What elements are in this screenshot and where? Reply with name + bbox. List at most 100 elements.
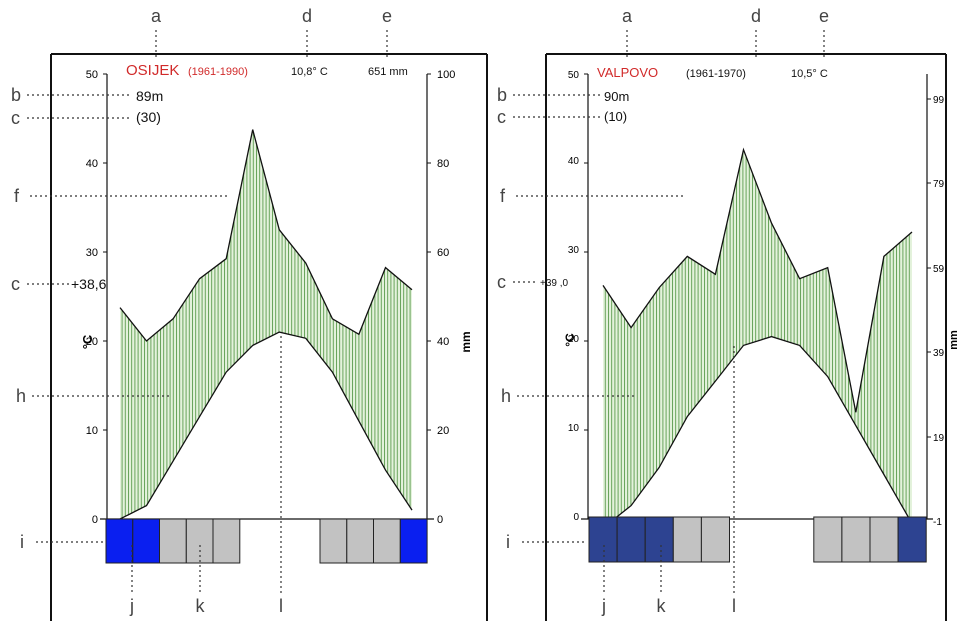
precip-tick-label: 39 xyxy=(933,348,945,359)
frost-bar-month-10 xyxy=(346,518,375,564)
callout-e: e xyxy=(819,6,829,26)
frost-bar-month-11 xyxy=(373,518,401,564)
callout-d: d xyxy=(751,6,761,26)
temperature-line xyxy=(119,331,413,520)
callout-c: c xyxy=(497,107,506,127)
callout-j: j xyxy=(129,596,134,616)
frost-bars xyxy=(588,516,927,563)
frost-bar-month-5 xyxy=(700,516,731,563)
precipitation-line xyxy=(602,147,913,413)
temp-tick-label: 20 xyxy=(86,336,98,348)
precip-tick-label: 59 xyxy=(933,264,945,275)
callout-k: k xyxy=(196,596,206,616)
station-period: (1961-1990) xyxy=(188,66,248,78)
callout-j: j xyxy=(601,596,606,616)
precipitation-line xyxy=(119,129,413,342)
frost-bar-month-10 xyxy=(841,516,871,563)
mean-temperature: 10,8° C xyxy=(291,66,328,78)
temp-tick-label: 50 xyxy=(86,69,98,81)
temperature-axis-label: °C xyxy=(80,334,95,349)
leader-lines xyxy=(27,30,388,594)
callout-a: a xyxy=(622,6,633,26)
callout-l: l xyxy=(279,596,283,616)
callout-d: d xyxy=(302,6,312,26)
callout-h: h xyxy=(501,386,511,406)
frost-bar-month-3 xyxy=(644,516,674,563)
precipitation-ticks: -1 19 39 59 79 99 xyxy=(933,95,945,528)
precip-tick-label: -1 xyxy=(933,517,942,528)
station-name: OSIJEK xyxy=(126,62,179,79)
leader-lines xyxy=(513,30,825,594)
absolute-maximum: +39 ,0 xyxy=(540,278,569,289)
precip-tick-label: 100 xyxy=(437,69,455,81)
callout-a: a xyxy=(151,6,162,26)
observation-years: (10) xyxy=(604,109,627,124)
station-elevation: 89m xyxy=(136,88,163,104)
precip-tick-label: 40 xyxy=(437,336,449,348)
callout-f: f xyxy=(14,186,20,206)
temperature-axis-label: °C xyxy=(563,333,577,347)
temp-tick-label: 10 xyxy=(568,423,580,434)
temp-tick-label: 20 xyxy=(568,334,580,345)
callout-k: k xyxy=(657,596,667,616)
absolute-maximum: +38,6 xyxy=(71,276,107,292)
frost-bar-month-2 xyxy=(132,518,161,564)
temp-tick-label: 0 xyxy=(92,514,98,526)
diagram-valpovo: VALPOVO (1961-1970) 10,5° C 90m (10) +39… xyxy=(497,6,960,621)
temperature-ticks: 0 10 20 30 40 50 xyxy=(86,69,98,526)
temp-tick-label: 50 xyxy=(568,70,580,81)
frost-bar-month-12 xyxy=(399,518,428,564)
temp-tick-label: 40 xyxy=(86,158,98,170)
observation-years: (30) xyxy=(136,109,161,125)
precip-tick-label: 80 xyxy=(437,158,449,170)
precipitation-axis-label: mm xyxy=(948,330,960,350)
diagram-osijek: OSIJEK (1961-1990) 10,8° C 651 mm 89m (3… xyxy=(11,6,488,621)
station-name: VALPOVO xyxy=(597,65,658,80)
callout-l: l xyxy=(732,596,736,616)
precip-tick-label: 19 xyxy=(933,433,945,444)
frost-bar-month-4 xyxy=(672,516,702,563)
tick-marks xyxy=(103,73,431,431)
precip-tick-label: 79 xyxy=(933,179,945,190)
precip-tick-label: 20 xyxy=(437,425,449,437)
precip-tick-label: 0 xyxy=(437,514,443,526)
tick-marks xyxy=(584,73,931,438)
temperature-line xyxy=(602,335,913,529)
frost-bar-month-1 xyxy=(105,518,134,564)
station-elevation: 90m xyxy=(604,89,629,104)
callout-i: i xyxy=(20,532,24,552)
frost-bar-month-9 xyxy=(813,516,843,563)
frost-bar-month-5 xyxy=(212,518,241,564)
temp-tick-label: 10 xyxy=(86,425,98,437)
station-period: (1961-1970) xyxy=(686,68,746,80)
callout-e: e xyxy=(382,6,392,26)
temp-tick-label: 0 xyxy=(573,512,579,523)
humid-period-area xyxy=(603,149,912,528)
temp-tick-label: 30 xyxy=(568,245,580,256)
callout-c-2: c xyxy=(11,274,20,294)
callout-b: b xyxy=(11,85,21,105)
annual-precipitation: 651 mm xyxy=(368,66,408,78)
mean-temperature: 10,5° C xyxy=(791,68,828,80)
frost-bar-month-3 xyxy=(159,518,187,564)
humid-period-area xyxy=(120,129,412,519)
precipitation-axis-label: mm xyxy=(459,331,473,352)
temperature-ticks: 0 10 20 30 40 50 xyxy=(568,70,580,523)
precip-tick-label: 99 xyxy=(933,95,945,106)
absolute-maximum-value: +39 ,0 xyxy=(540,278,569,289)
callout-c-2: c xyxy=(497,272,506,292)
callout-c: c xyxy=(11,108,20,128)
frost-bar-month-9 xyxy=(319,518,348,564)
frost-bars xyxy=(105,518,428,564)
temp-tick-label: 30 xyxy=(86,247,98,259)
frost-bar-month-11 xyxy=(869,516,899,563)
callout-h: h xyxy=(16,386,26,406)
callouts: a d e b c f c h i j k l xyxy=(11,6,392,616)
frost-bar-month-1 xyxy=(588,516,618,563)
callouts: a d e b c f c h i j k l xyxy=(497,6,829,616)
precip-tick-label: 60 xyxy=(437,247,449,259)
temp-tick-label: 40 xyxy=(568,156,580,167)
callout-f: f xyxy=(500,186,506,206)
callout-b: b xyxy=(497,85,507,105)
